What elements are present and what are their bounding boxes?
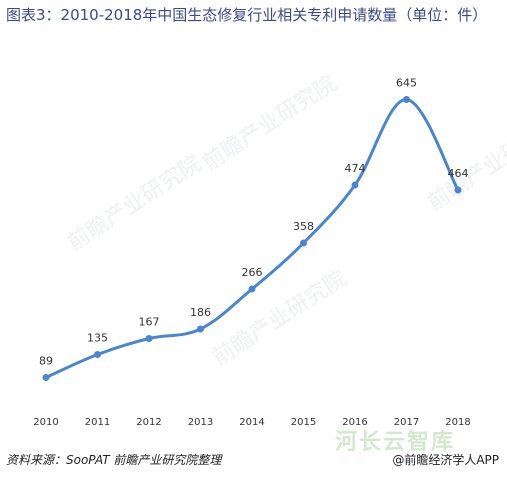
data-label: 645	[396, 77, 417, 90]
source-note: 资料来源：SooPAT 前瞻产业研究院整理	[6, 453, 222, 467]
x-tick-label: 2017	[394, 417, 419, 428]
data-point	[454, 186, 462, 194]
series-line	[45, 97, 460, 379]
data-label: 464	[448, 167, 469, 180]
data-label: 358	[293, 220, 314, 233]
data-label: 186	[190, 306, 211, 319]
data-point	[94, 351, 101, 358]
credit-note: @前瞻经济学人APP	[392, 453, 499, 467]
data-point	[300, 239, 307, 247]
data-point	[403, 96, 410, 103]
data-point	[197, 325, 204, 333]
x-tick-label: 2012	[136, 417, 161, 428]
x-tick-label: 2014	[239, 417, 264, 428]
x-tick-label: 2013	[188, 417, 213, 428]
x-tick-label: 2015	[291, 417, 316, 428]
data-point	[248, 285, 256, 293]
x-tick-label: 2010	[33, 417, 58, 428]
data-point	[145, 335, 153, 342]
watermark-logo-text: 河长云智库	[334, 430, 455, 455]
x-tick-label: 2016	[342, 417, 367, 428]
data-label: 167	[139, 316, 160, 329]
data-label: 135	[87, 332, 108, 345]
data-label: 474	[345, 162, 366, 175]
data-label: 266	[242, 266, 263, 279]
x-tick-label: 2018	[445, 417, 470, 428]
chart-title: 图表3：2010-2018年中国生态修复行业相关专利申请数量（单位：件）	[6, 6, 488, 24]
x-tick-label: 2011	[85, 417, 110, 428]
data-label: 89	[39, 355, 53, 368]
data-point	[351, 181, 359, 189]
data-point	[42, 374, 50, 381]
